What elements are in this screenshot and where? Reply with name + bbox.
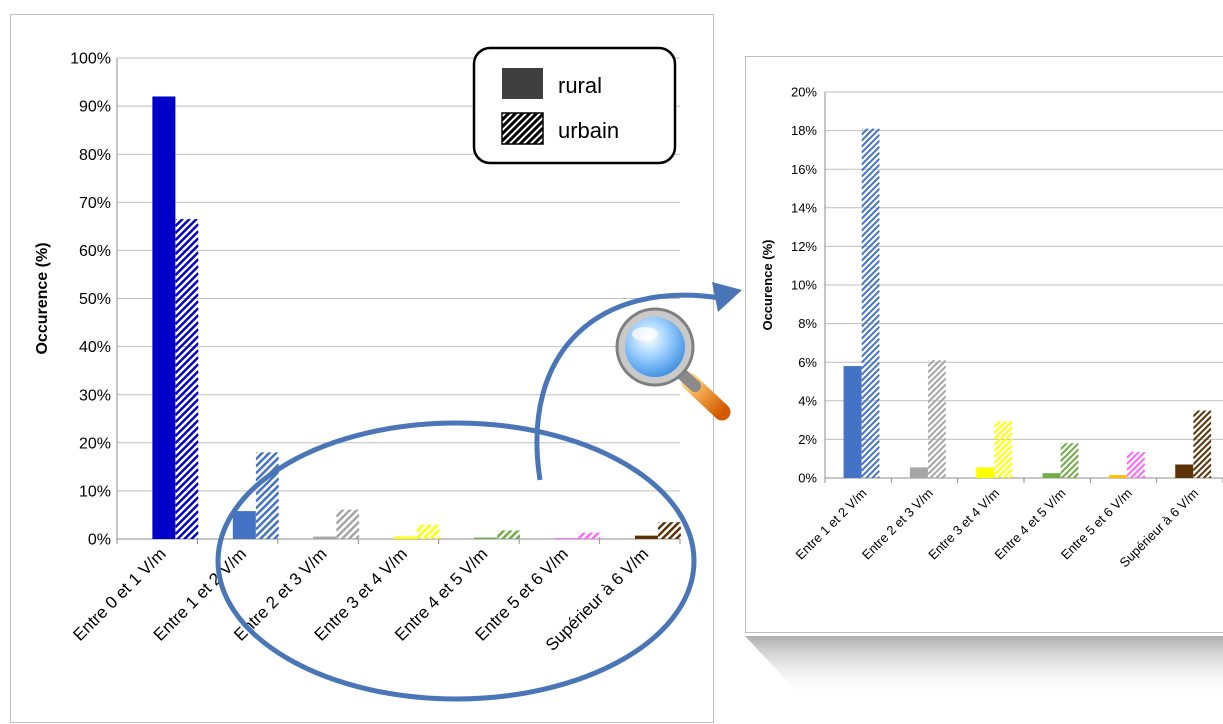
y-axis-label: Occurence (%) — [34, 242, 51, 354]
bar-urbain — [1060, 443, 1079, 479]
bar-rural — [313, 536, 337, 539]
y-tick-label: 20% — [79, 435, 111, 452]
bar-urbain — [1126, 451, 1145, 479]
bar-rural — [554, 538, 578, 539]
y-tick-label: 20% — [791, 85, 817, 100]
y-tick-label: 0% — [88, 532, 111, 549]
y-tick-label: 8% — [798, 316, 817, 331]
legend-box — [472, 46, 677, 165]
bar-rural — [909, 467, 928, 478]
bar-urbain — [497, 530, 521, 539]
bar-urbain — [255, 452, 279, 540]
y-tick-label: 10% — [79, 484, 111, 501]
bar-urbain — [1193, 410, 1212, 479]
bar-rural — [634, 535, 658, 539]
y-tick-label: 2% — [798, 432, 817, 447]
bar-rural — [1108, 475, 1127, 478]
bar-urbain — [336, 509, 360, 539]
y-tick-label: 90% — [79, 99, 111, 116]
bar-urbain — [994, 421, 1013, 479]
y-tick-label: 10% — [791, 278, 817, 293]
bar-rural — [976, 467, 995, 478]
highlight-ellipse — [215, 420, 697, 702]
legend-hatch-lines — [502, 113, 543, 144]
bar-rural — [474, 537, 498, 539]
y-axis-label: Occurence (%) — [760, 239, 775, 330]
bar-rural — [152, 96, 176, 539]
y-tick-label: 16% — [791, 162, 817, 177]
bar-rural — [843, 366, 862, 478]
chart-legend: rural urbain — [472, 46, 677, 165]
y-tick-label: 70% — [79, 195, 111, 212]
bar-urbain — [861, 128, 880, 478]
y-tick-label: 6% — [798, 355, 817, 370]
legend-swatch-urbain — [501, 112, 544, 145]
zoom-panel-shadow — [745, 636, 1223, 700]
y-tick-label: 50% — [79, 291, 111, 308]
zoom-panel: 0% 2% 4% 6% 8% 10% 12% 14% 16% 18% 20% Occurence (%… — [745, 56, 1223, 700]
bar-urbain — [577, 532, 601, 540]
y-tick-label: 60% — [79, 243, 111, 260]
y-tick-label: 30% — [79, 387, 111, 404]
bar-rural — [1175, 464, 1194, 478]
y-tick-label: 18% — [791, 123, 817, 138]
y-tick-label: 40% — [79, 339, 111, 356]
bar-urbain — [927, 360, 946, 478]
legend-label-rural: rural — [558, 73, 602, 98]
bar-urbain — [175, 219, 199, 539]
bar-rural — [393, 536, 417, 539]
y-tick-label: 0% — [798, 471, 817, 486]
bar-rural — [1042, 473, 1061, 478]
bar-urbain — [657, 522, 681, 539]
curved-arrow — [534, 282, 742, 481]
y-tick-label: 14% — [791, 200, 817, 215]
y-tick-label: 12% — [791, 239, 817, 254]
legend-swatch-rural — [502, 68, 543, 99]
y-tick-label: 4% — [798, 393, 817, 408]
y-tick-label: 80% — [79, 147, 111, 164]
magnifier-icon — [615, 307, 731, 421]
bar-urbain — [416, 524, 440, 540]
y-tick-label: 100% — [70, 51, 111, 68]
bar-rural — [232, 511, 256, 539]
legend-label-urbain: urbain — [558, 118, 619, 143]
